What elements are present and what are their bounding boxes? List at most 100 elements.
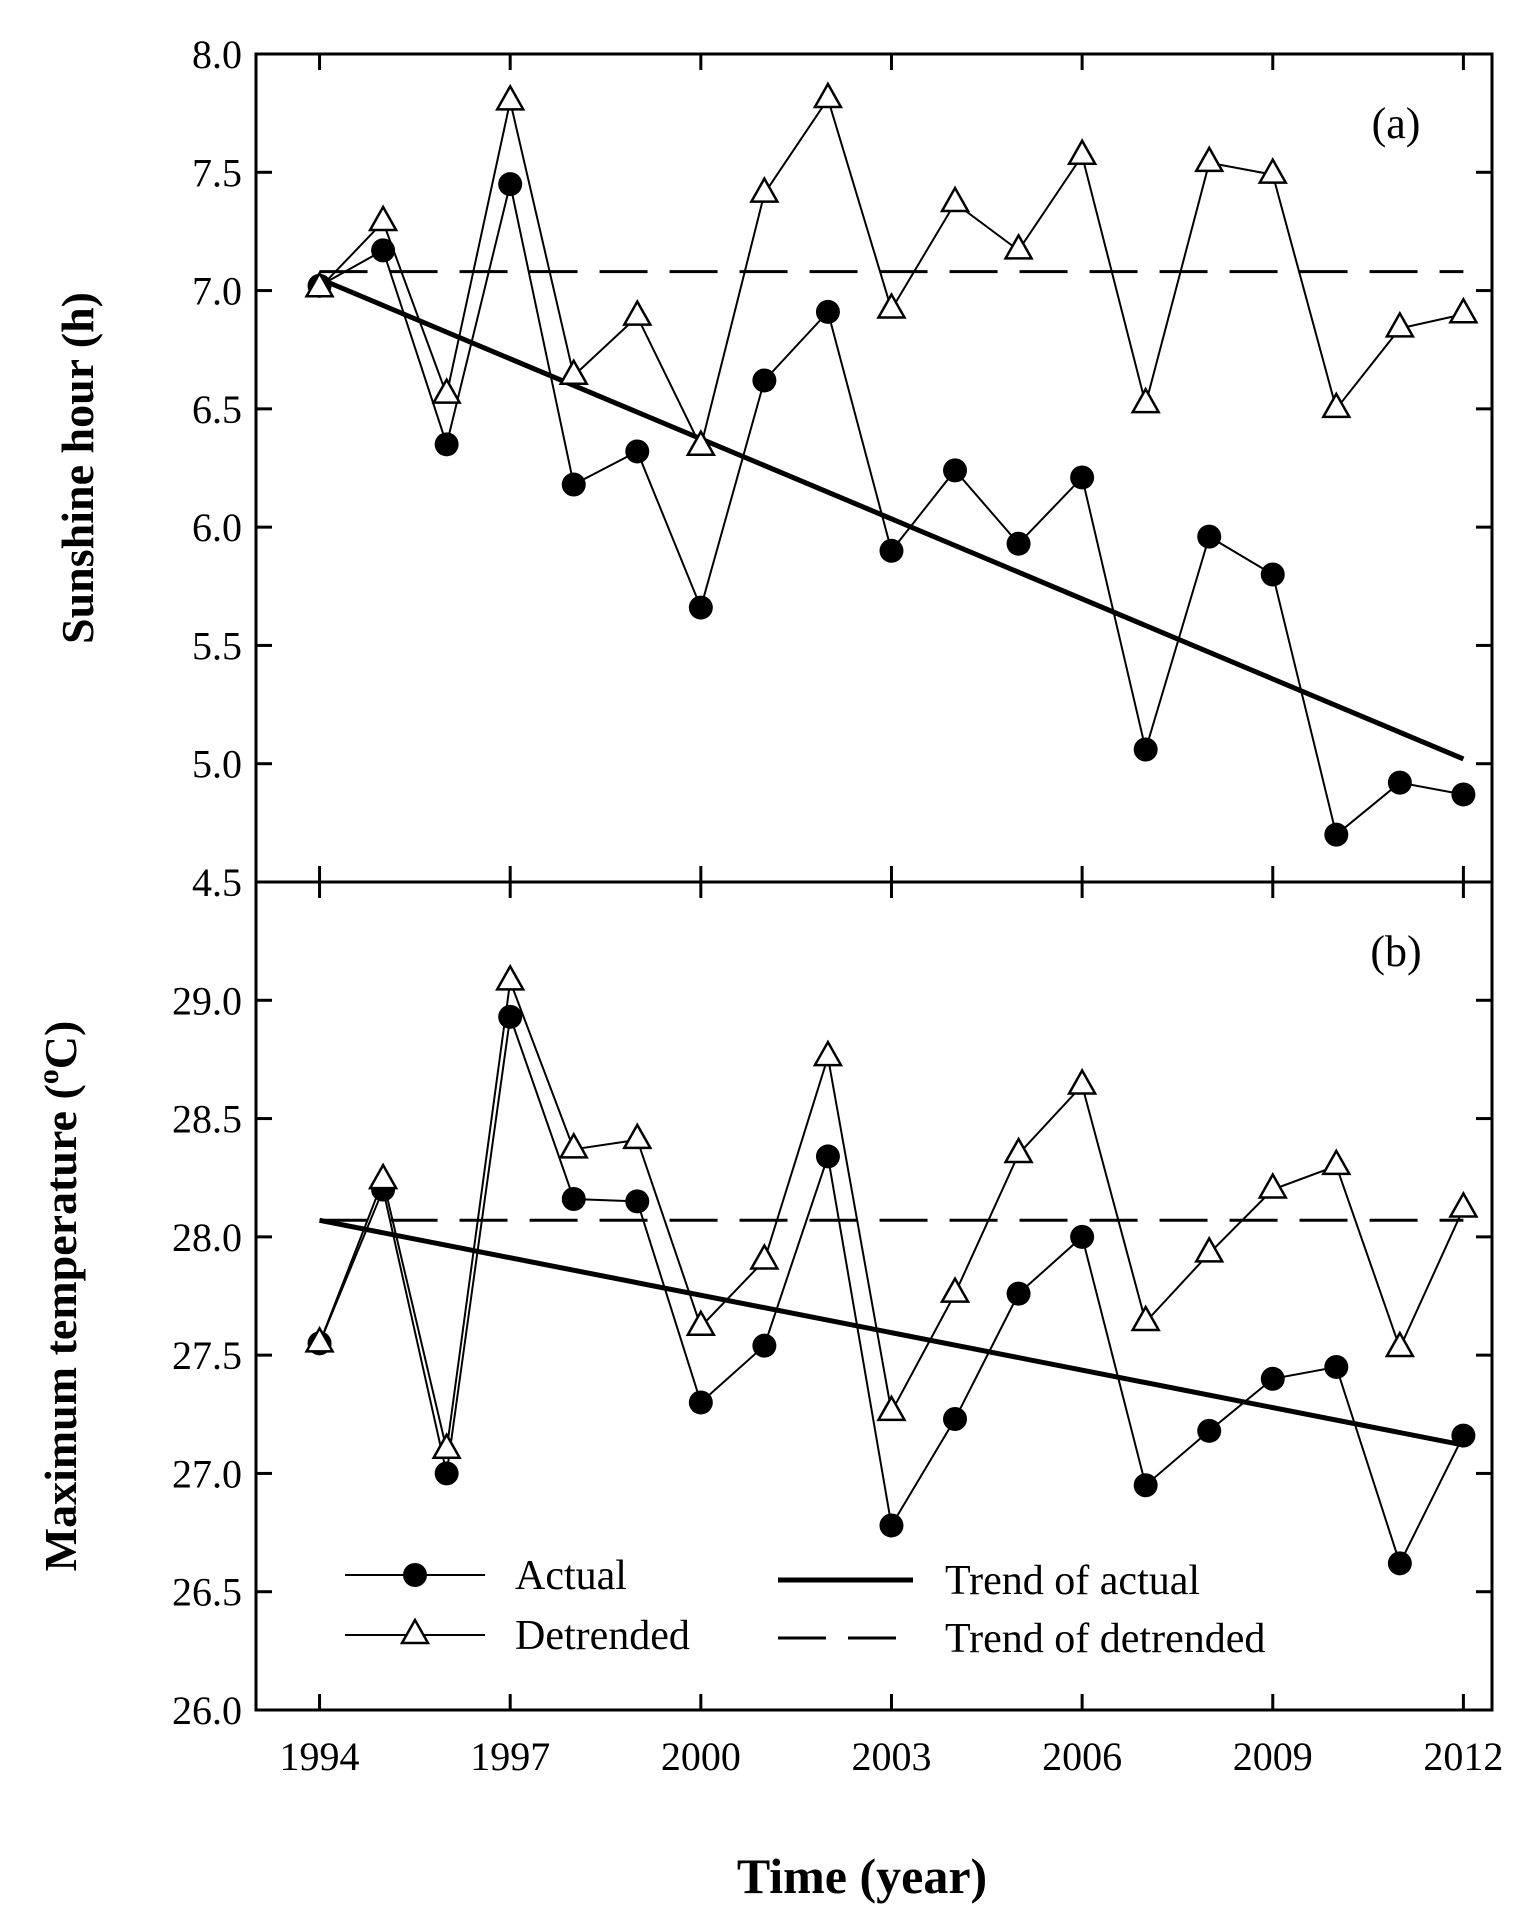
detrended-point-a <box>749 176 780 203</box>
detrended-point-b <box>1384 1330 1415 1358</box>
actual-point-a <box>1260 562 1285 587</box>
y-tick-label-a: 8.0 <box>192 32 242 77</box>
actual-point-a <box>1387 770 1412 795</box>
actual-point-a <box>625 439 650 464</box>
legend-actual-label: Actual <box>515 1553 627 1599</box>
actual-point-b <box>1006 1281 1031 1306</box>
y-tick-label-a: 4.5 <box>192 860 242 905</box>
plot-frame-a <box>254 52 1494 884</box>
detrended-point-b <box>1130 1304 1161 1332</box>
actual-point-a <box>498 172 523 197</box>
actual-point-a <box>561 472 586 497</box>
detrended-point-a <box>812 81 844 109</box>
panel-tag-a: (a) <box>1372 99 1421 148</box>
detrended-point-b <box>749 1242 780 1270</box>
detrended-point-b <box>304 1325 335 1353</box>
detrended-point-a <box>1194 145 1225 173</box>
detrended-point-b <box>1321 1148 1352 1176</box>
actual-point-a <box>1324 822 1349 847</box>
detrended-point-a <box>1321 391 1352 419</box>
detrended-point-a <box>1066 138 1098 165</box>
actual-point-b <box>815 1144 840 1169</box>
y-tick-label-b: 27.5 <box>172 1333 242 1378</box>
detrended-point-b <box>1448 1190 1479 1218</box>
detrended-point-a <box>622 299 653 326</box>
actual-series-line-b <box>318 1016 1465 1566</box>
detrended-point-a <box>685 429 716 456</box>
detrended-point-a <box>304 270 335 298</box>
actual-point-a <box>1451 782 1476 807</box>
y-tick-label-b: 28.5 <box>172 1097 242 1142</box>
actual-point-b <box>752 1333 777 1358</box>
x-tick-label: 1997 <box>470 1734 550 1779</box>
actual-point-b <box>1133 1473 1158 1498</box>
legend-detrended-label: Detrended <box>515 1613 690 1659</box>
x-tick-label: 2009 <box>1233 1734 1313 1779</box>
detrended-point-b <box>558 1131 589 1159</box>
actual-point-a <box>1197 524 1222 549</box>
detrended-point-a <box>1448 296 1479 324</box>
y-tick-label-a: 5.5 <box>192 623 242 668</box>
detrended-point-a <box>558 358 589 385</box>
actual-point-b <box>1387 1551 1412 1576</box>
detrended-point-a <box>1257 157 1288 184</box>
actual-point-b <box>561 1187 586 1212</box>
detrended-point-a <box>939 185 971 213</box>
detrended-point-a <box>1384 310 1415 338</box>
detrended-point-a <box>431 377 462 404</box>
detrended-point-a <box>1130 386 1161 414</box>
x-tick-label: 2012 <box>1423 1734 1503 1779</box>
y-tick-label-a: 7.5 <box>192 150 242 195</box>
actual-point-b <box>943 1407 968 1432</box>
x-tick-label: 2000 <box>661 1734 741 1779</box>
actual-series-line-a <box>319 183 1464 837</box>
y-tick-label-a: 7.0 <box>192 269 242 314</box>
legend-trend-actual-label: Trend of actual <box>945 1558 1200 1604</box>
y-tick-label-b: 26.5 <box>172 1570 242 1615</box>
y-tick-label-a: 6.0 <box>192 505 242 550</box>
detrended-point-b <box>431 1432 462 1460</box>
actual-point-b <box>625 1189 650 1214</box>
actual-point-a <box>1006 531 1031 556</box>
y-tick-label-a: 5.0 <box>192 742 242 787</box>
legend-detrended-marker <box>399 1617 431 1645</box>
actual-point-b <box>1451 1423 1476 1448</box>
y-axis-label-b: Maximum temperature (oC) <box>32 1021 86 1572</box>
actual-point-b <box>879 1513 904 1538</box>
legend-actual-marker <box>403 1563 427 1587</box>
actual-point-a <box>371 238 396 263</box>
detrended-point-a <box>367 204 399 232</box>
detrended-point-b <box>622 1122 653 1150</box>
actual-point-b <box>434 1461 459 1486</box>
detrended-point-a <box>876 291 907 319</box>
actual-point-b <box>498 1004 523 1029</box>
detrended-point-b <box>1257 1172 1288 1199</box>
y-tick-label-b: 26.0 <box>172 1688 242 1733</box>
trend-actual-line-a <box>318 276 1465 762</box>
detrended-point-a <box>495 83 526 111</box>
detrended-point-b <box>495 963 526 991</box>
y-tick-label-b: 27.0 <box>172 1451 242 1496</box>
panel-b: 26.0 26.5 27.0 27.5 28.0 28.5 29.0 1994 1997 2000… <box>32 880 1503 1779</box>
x-tick-label: 2006 <box>1042 1734 1122 1779</box>
detrended-point-a <box>1003 232 1034 260</box>
actual-point-a <box>752 368 777 393</box>
actual-point-a <box>943 458 968 483</box>
actual-point-b <box>1260 1366 1285 1391</box>
actual-point-a <box>1070 465 1095 490</box>
actual-point-a <box>434 432 459 457</box>
actual-point-b <box>688 1390 713 1415</box>
actual-point-b <box>1197 1418 1222 1443</box>
x-tick-label: 2003 <box>851 1734 931 1779</box>
panel-a: 4.5 5.0 5.5 6.0 6.5 7.0 7.5 8.0 Sunshine hour (h… <box>52 32 1494 905</box>
legend-trend-detrended-label: Trend of detrended <box>945 1616 1265 1662</box>
detrended-point-b <box>876 1394 907 1422</box>
actual-point-a <box>1133 737 1158 762</box>
detrended-point-b <box>1066 1067 1098 1095</box>
detrended-point-b <box>1003 1136 1034 1164</box>
actual-point-a <box>688 595 713 620</box>
actual-point-a <box>879 538 904 563</box>
y-tick-label-b: 29.0 <box>172 978 242 1023</box>
detrended-point-b <box>1194 1235 1225 1263</box>
